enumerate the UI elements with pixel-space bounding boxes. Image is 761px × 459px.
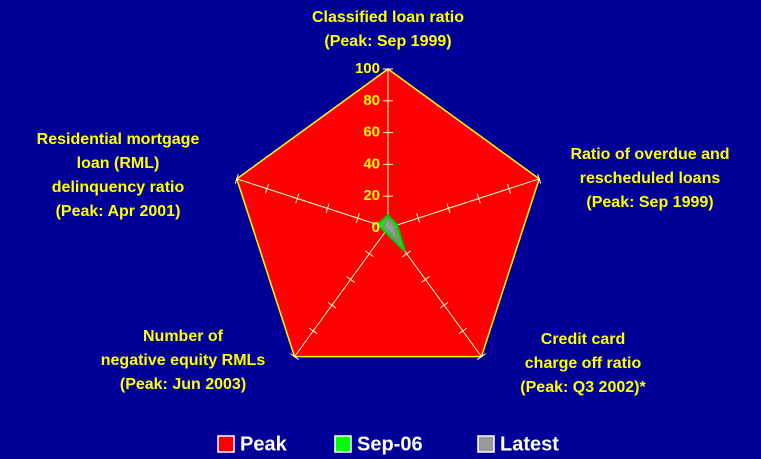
tick-mark — [421, 276, 430, 283]
axis-label: negative equity RMLs — [101, 352, 266, 369]
tick-mark — [506, 183, 511, 194]
tick-mark — [477, 353, 486, 360]
axis-label: charge off ratio — [525, 355, 642, 372]
legend-label: Sep-06 — [357, 433, 423, 455]
axis-label: rescheduled loans — [580, 170, 721, 187]
tick-mark — [402, 250, 412, 258]
tick-mark — [327, 301, 337, 309]
axis-label: (Peak: Q3 2002)* — [520, 379, 646, 396]
tick-mark — [439, 301, 449, 309]
tick-mark — [458, 327, 468, 335]
tick-label: 20 — [363, 187, 380, 204]
tick-label: 0 — [372, 219, 380, 236]
legend-swatch — [217, 435, 235, 453]
axis-label: Credit card — [541, 331, 625, 348]
axis-label: Classified loan ratio — [312, 9, 464, 26]
tick-mark — [295, 193, 300, 204]
axis-label: delinquency ratio — [52, 179, 185, 196]
tick-label: 60 — [363, 124, 380, 141]
axis-label: loan (RML) — [77, 155, 160, 172]
axis-label: (Peak: Sep 1999) — [586, 194, 713, 211]
axis-line — [236, 178, 389, 229]
tick-mark — [416, 213, 421, 224]
tick-mark — [325, 203, 330, 214]
legend-swatch — [477, 435, 495, 453]
axis-label: (Peak: Sep 1999) — [324, 33, 451, 50]
tick-mark — [364, 250, 374, 258]
tick-mark — [290, 353, 299, 360]
axis-line — [387, 178, 540, 229]
tick-mark — [308, 327, 318, 335]
tick-mark — [234, 173, 239, 184]
tick-label: 40 — [363, 155, 380, 172]
tick-mark — [476, 193, 481, 204]
axis-label: Ratio of overdue and — [570, 146, 729, 163]
axis-label: (Peak: Apr 2001) — [56, 203, 181, 220]
legend-label: Peak — [240, 433, 288, 455]
tick-mark — [446, 203, 451, 214]
tick-mark — [265, 183, 270, 194]
tick-label: 100 — [355, 60, 380, 77]
tick-mark — [355, 213, 360, 224]
tick-mark — [537, 173, 542, 184]
axis-label: Number of — [143, 328, 224, 345]
tick-label: 80 — [363, 92, 380, 109]
axis-line — [294, 227, 389, 357]
axis-label: (Peak: Jun 2003) — [120, 376, 246, 393]
series-area — [382, 216, 401, 245]
legend-swatch — [334, 435, 352, 453]
legend-label: Latest — [500, 433, 559, 455]
tick-mark — [346, 276, 355, 283]
axis-label: Residential mortgage — [37, 131, 200, 148]
